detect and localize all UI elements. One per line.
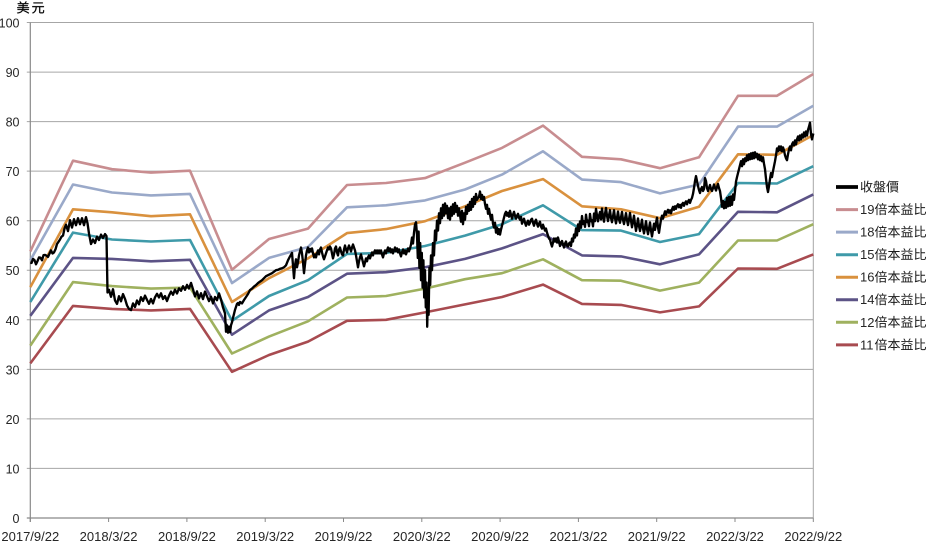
svg-text:2022/9/22: 2022/9/22	[784, 529, 842, 544]
svg-text:12: 12	[860, 315, 874, 330]
svg-text:11: 11	[860, 337, 874, 352]
svg-text:50: 50	[6, 264, 20, 278]
svg-text:18: 18	[860, 225, 874, 240]
svg-text:2022/3/22: 2022/3/22	[706, 529, 764, 544]
svg-text:100: 100	[0, 17, 20, 31]
svg-text:16: 16	[860, 270, 874, 285]
svg-text:20: 20	[6, 413, 20, 427]
svg-text:19: 19	[860, 202, 874, 217]
svg-text:2020/9/22: 2020/9/22	[471, 529, 529, 544]
svg-text:2017/9/22: 2017/9/22	[1, 529, 59, 544]
svg-text:30: 30	[6, 363, 20, 377]
svg-text:15: 15	[860, 247, 874, 262]
svg-text:0: 0	[13, 512, 20, 526]
svg-text:2020/3/22: 2020/3/22	[393, 529, 451, 544]
svg-text:2018/9/22: 2018/9/22	[158, 529, 216, 544]
svg-text:2019/9/22: 2019/9/22	[315, 529, 373, 544]
svg-text:60: 60	[6, 215, 20, 229]
svg-text:14: 14	[860, 292, 874, 307]
svg-text:70: 70	[6, 165, 20, 179]
svg-text:2019/3/22: 2019/3/22	[236, 529, 294, 544]
svg-text:40: 40	[6, 314, 20, 328]
svg-text:2021/3/22: 2021/3/22	[549, 529, 607, 544]
svg-text:2021/9/22: 2021/9/22	[628, 529, 686, 544]
svg-text:2018/3/22: 2018/3/22	[80, 529, 138, 544]
svg-text:90: 90	[6, 66, 20, 80]
svg-text:80: 80	[6, 116, 20, 130]
svg-text:10: 10	[6, 462, 20, 476]
